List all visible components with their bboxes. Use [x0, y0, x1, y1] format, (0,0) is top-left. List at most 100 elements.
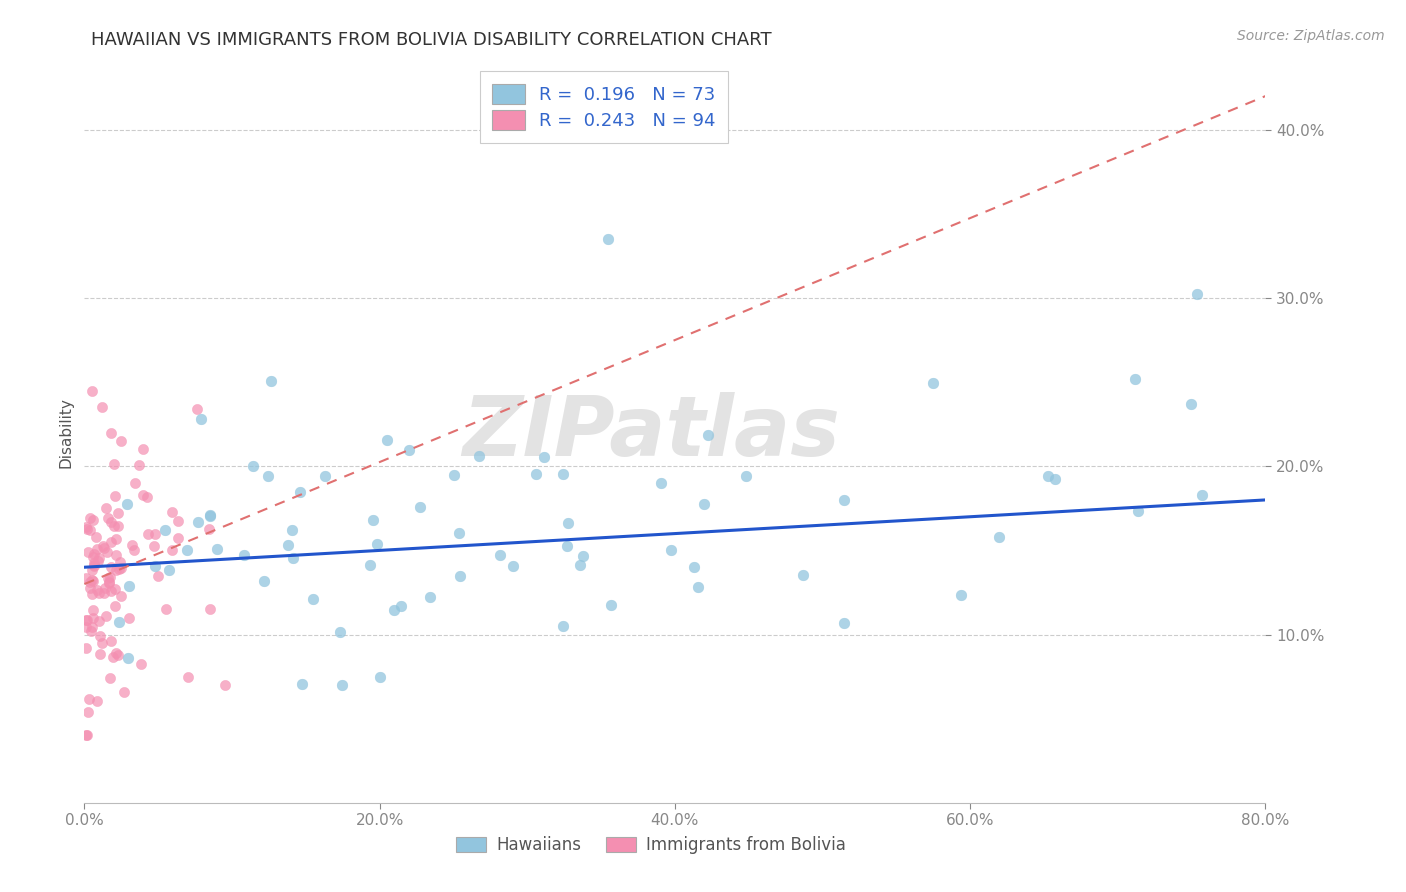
Point: [112, 685, 135, 699]
Point: [252, 574, 274, 589]
Point: [598, 232, 620, 246]
Point: [187, 515, 209, 529]
Point: [82, 574, 104, 589]
Point: [302, 591, 325, 606]
Text: ZIPatlas: ZIPatlas: [463, 392, 841, 473]
Point: [75, 620, 97, 634]
Point: [146, 569, 169, 583]
Point: [260, 374, 283, 388]
Point: [86, 582, 108, 597]
Point: [98, 671, 121, 685]
Point: [83, 558, 105, 572]
Point: [91, 539, 114, 553]
Point: [468, 450, 491, 464]
Point: [96, 500, 118, 515]
Point: [100, 559, 122, 574]
Point: [100, 425, 122, 440]
Point: [329, 625, 352, 640]
Point: [82, 513, 104, 527]
Point: [76, 729, 98, 743]
Point: [82, 603, 104, 617]
Point: [97, 576, 120, 591]
Point: [693, 497, 716, 511]
Point: [75, 520, 97, 534]
Point: [117, 650, 139, 665]
Point: [792, 568, 814, 582]
Point: [76, 613, 98, 627]
Point: [290, 677, 312, 691]
Point: [107, 506, 129, 520]
Point: [288, 484, 311, 499]
Point: [82, 587, 104, 601]
Point: [361, 513, 384, 527]
Point: [89, 629, 111, 643]
Point: [198, 602, 221, 616]
Point: [104, 563, 127, 577]
Point: [107, 648, 129, 663]
Point: [135, 490, 157, 504]
Point: [79, 692, 101, 706]
Point: [94, 581, 117, 595]
Point: [75, 614, 97, 628]
Point: [832, 492, 855, 507]
Point: [75, 641, 97, 656]
Point: [110, 561, 132, 575]
Point: [368, 670, 391, 684]
Point: [524, 467, 547, 482]
Point: [198, 508, 221, 522]
Point: [155, 523, 177, 537]
Point: [569, 558, 592, 573]
Point: [551, 619, 574, 633]
Point: [104, 489, 127, 503]
Point: [207, 541, 229, 556]
Point: [75, 729, 97, 743]
Point: [398, 443, 420, 458]
Point: [103, 457, 125, 471]
Point: [600, 598, 623, 612]
Point: [160, 542, 183, 557]
Point: [1123, 372, 1146, 386]
Point: [79, 581, 101, 595]
Point: [76, 522, 98, 536]
Point: [572, 549, 595, 563]
Point: [117, 579, 139, 593]
Point: [921, 376, 943, 391]
Point: [80, 573, 103, 587]
Point: [97, 510, 120, 524]
Point: [557, 516, 579, 531]
Text: Source: ZipAtlas.com: Source: ZipAtlas.com: [1237, 29, 1385, 43]
Point: [555, 539, 578, 553]
Point: [101, 649, 124, 664]
Point: [104, 549, 127, 563]
Point: [79, 523, 101, 537]
Point: [83, 547, 105, 561]
Point: [80, 563, 103, 577]
Point: [107, 519, 129, 533]
Point: [257, 469, 280, 483]
Point: [100, 534, 122, 549]
Point: [107, 562, 129, 576]
Point: [100, 515, 122, 529]
Point: [77, 706, 100, 720]
Point: [97, 571, 120, 585]
Point: [100, 584, 122, 599]
Point: [110, 590, 132, 604]
Point: [124, 476, 146, 491]
Point: [167, 514, 190, 528]
Point: [104, 582, 127, 596]
Point: [75, 571, 97, 585]
Point: [145, 527, 167, 541]
Point: [1180, 397, 1202, 411]
Point: [533, 450, 555, 464]
Point: [107, 615, 129, 629]
Point: [489, 548, 512, 562]
Point: [502, 559, 524, 574]
Point: [696, 428, 718, 442]
Point: [330, 678, 353, 692]
Point: [682, 559, 704, 574]
Point: [1036, 468, 1059, 483]
Point: [650, 476, 672, 491]
Point: [82, 611, 104, 625]
Point: [103, 518, 125, 533]
Legend: Hawaiians, Immigrants from Bolivia: Hawaiians, Immigrants from Bolivia: [450, 830, 853, 861]
